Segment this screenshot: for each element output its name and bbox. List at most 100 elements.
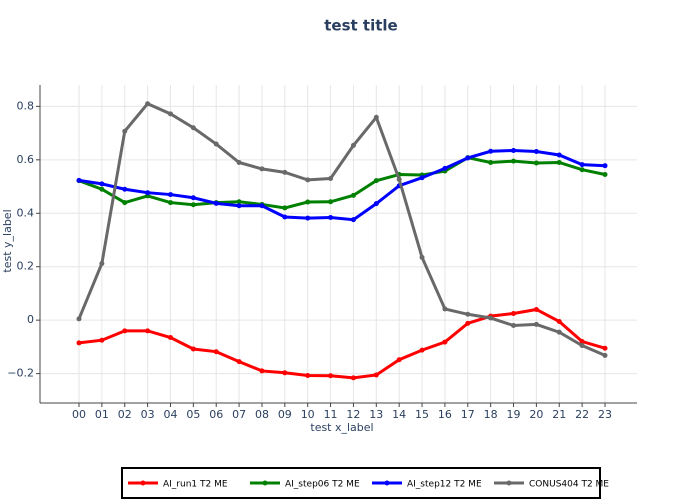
data-point — [167, 200, 173, 206]
data-point — [76, 316, 82, 322]
x-tick-label: 18 — [484, 408, 498, 421]
data-point — [488, 159, 494, 165]
x-tick-label: 22 — [575, 408, 589, 421]
series-line — [78, 156, 606, 210]
x-tick-label: 05 — [186, 408, 200, 421]
x-tick-label: 07 — [232, 408, 246, 421]
data-point — [328, 373, 334, 379]
x-axis-label: test x_label — [310, 421, 373, 434]
data-point — [533, 149, 539, 155]
x-tick-label: 19 — [507, 408, 521, 421]
data-point — [511, 147, 517, 153]
data-point — [305, 372, 311, 378]
data-point — [465, 155, 471, 161]
data-point — [602, 352, 608, 358]
legend-label: AI_run1 T2 ME — [163, 480, 228, 490]
data-point — [190, 346, 196, 352]
data-point — [396, 176, 402, 182]
legend-label: AI_step12 T2 ME — [407, 480, 482, 490]
data-point — [145, 101, 151, 107]
data-point — [556, 159, 562, 165]
x-tick-label: 01 — [95, 408, 109, 421]
series-line — [78, 148, 606, 222]
y-tick-label: −0.2 — [7, 367, 34, 380]
data-point — [236, 203, 242, 209]
data-point — [465, 320, 471, 326]
x-tick-label: 08 — [255, 408, 269, 421]
legend-label: AI_step06 T2 ME — [285, 480, 360, 490]
data-point — [145, 190, 151, 196]
data-point — [511, 158, 517, 164]
data-point — [76, 177, 82, 183]
x-tick-label: 21 — [552, 408, 566, 421]
legend-marker — [506, 480, 512, 486]
x-tick-label: 04 — [163, 408, 177, 421]
data-point — [122, 200, 128, 206]
data-point — [556, 152, 562, 158]
data-point — [213, 141, 219, 147]
data-point — [579, 339, 585, 345]
data-point — [282, 214, 288, 220]
data-point — [488, 315, 494, 321]
y-tick-label: 0.2 — [17, 260, 35, 273]
data-point — [145, 328, 151, 334]
data-point — [305, 177, 311, 183]
data-point — [236, 359, 242, 365]
legend-marker — [140, 480, 146, 486]
data-point — [396, 357, 402, 363]
data-point — [556, 318, 562, 324]
data-point — [579, 167, 585, 173]
legend-label: CONUS404 T2 ME — [529, 480, 609, 490]
data-point — [328, 215, 334, 221]
data-point — [282, 169, 288, 175]
data-point — [328, 176, 334, 182]
data-point — [99, 261, 105, 267]
data-point — [167, 192, 173, 198]
x-tick-label: 09 — [278, 408, 292, 421]
series-line — [78, 307, 606, 380]
data-point — [122, 328, 128, 334]
data-point — [602, 345, 608, 351]
data-point — [190, 195, 196, 201]
data-point — [305, 199, 311, 205]
data-point — [350, 192, 356, 198]
x-tick-label: 03 — [141, 408, 155, 421]
x-tick-label: 15 — [415, 408, 429, 421]
data-point — [236, 199, 242, 205]
x-tick-label: 00 — [72, 408, 86, 421]
data-point — [236, 159, 242, 165]
data-point — [419, 254, 425, 260]
data-point — [99, 181, 105, 187]
x-tick-label: 20 — [529, 408, 543, 421]
data-point — [282, 370, 288, 376]
data-point — [602, 163, 608, 169]
data-point — [76, 340, 82, 346]
series-line — [77, 101, 606, 357]
data-point — [511, 323, 517, 329]
x-tick-label: 02 — [118, 408, 132, 421]
data-point — [99, 337, 105, 343]
data-point — [305, 215, 311, 221]
data-point — [488, 148, 494, 154]
data-point — [579, 162, 585, 168]
data-point — [373, 178, 379, 184]
data-point — [533, 160, 539, 166]
data-point — [213, 200, 219, 206]
y-tick-label: 0.6 — [17, 153, 35, 166]
x-tick-label: 23 — [598, 408, 612, 421]
x-tick-label: 14 — [392, 408, 406, 421]
x-tick-label: 11 — [324, 408, 338, 421]
legend-marker — [384, 480, 390, 486]
data-point — [579, 343, 585, 349]
y-tick-label: 0 — [27, 313, 34, 326]
data-point — [511, 310, 517, 316]
data-point — [167, 111, 173, 117]
data-point — [442, 339, 448, 345]
data-point — [190, 125, 196, 131]
data-point — [122, 128, 128, 134]
data-point — [533, 321, 539, 327]
data-point — [167, 335, 173, 341]
x-tick-label: 06 — [209, 408, 223, 421]
data-point — [190, 202, 196, 208]
data-point — [419, 347, 425, 353]
